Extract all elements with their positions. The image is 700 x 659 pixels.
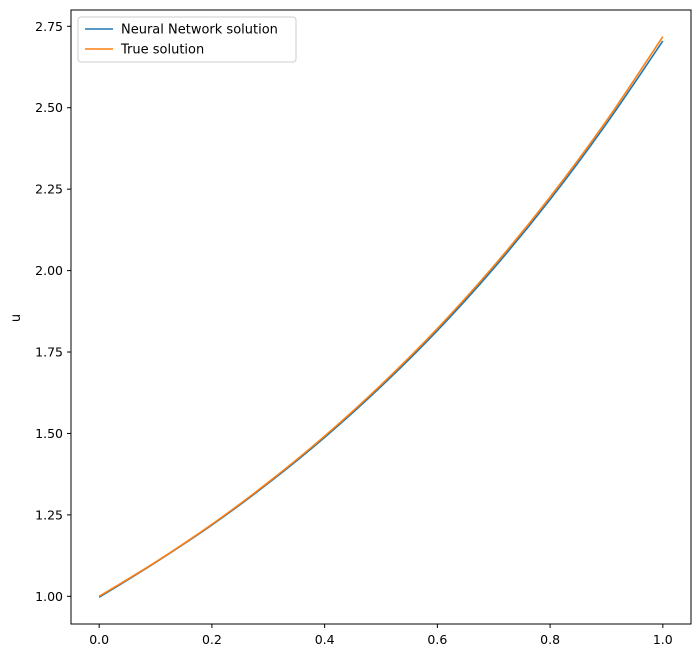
plot-frame — [70, 9, 692, 625]
y-tick-label: 1.75 — [35, 345, 63, 360]
x-tick-label: 0.4 — [315, 632, 335, 647]
legend-box — [77, 16, 297, 63]
y-tick-label: 1.25 — [35, 507, 63, 522]
y-tick-label: 1.50 — [35, 426, 63, 441]
legend-label: True solution — [120, 43, 204, 58]
y-tick-label: 2.75 — [35, 19, 63, 34]
y-tick-label: 1.00 — [35, 589, 63, 604]
x-tick-label: 0.8 — [540, 632, 560, 647]
y-tick-label: 2.50 — [35, 100, 63, 115]
legend-label: Neural Network solution — [121, 23, 278, 38]
x-tick-label: 1.0 — [653, 632, 673, 647]
x-tick-label: 0.2 — [202, 632, 222, 647]
y-axis-label: u — [9, 314, 24, 322]
y-tick-label: 2.25 — [35, 182, 63, 197]
axes-layer: 0.0 0.2 0.4 0.6 0.8 1.0 1.00 1.25 1.50 1.75 2.00 2.… — [35, 19, 673, 647]
series-line-true-solution — [98, 36, 664, 597]
x-tick-label: 0.0 — [89, 632, 109, 647]
x-tick-label: 0.6 — [427, 632, 447, 647]
series-line-neural-network — [98, 40, 664, 598]
series-layer — [98, 36, 664, 598]
legend: Neural Network solution True solution — [77, 16, 297, 63]
y-tick-label: 2.00 — [35, 263, 63, 278]
